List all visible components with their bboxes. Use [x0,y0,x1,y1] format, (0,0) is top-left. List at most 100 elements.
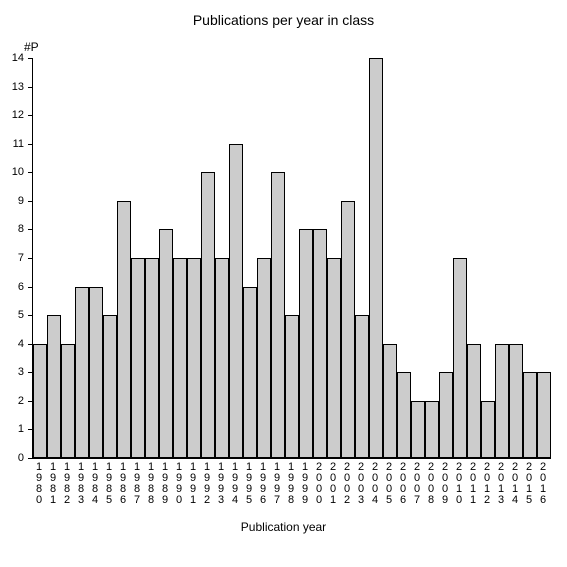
xtick-label: 1985 [102,462,116,506]
bar [383,344,397,458]
ytick-label: 12 [0,109,24,121]
ytick [28,258,32,259]
ytick-label: 11 [0,138,24,150]
xtick-label: 1988 [144,462,158,506]
chart-title: Publications per year in class [0,12,567,28]
ytick [28,315,32,316]
xtick-label: 2002 [340,462,354,506]
ytick [28,458,32,459]
bar [131,258,145,458]
bar [453,258,467,458]
bar [327,258,341,458]
x-axis-label: Publication year [0,520,567,534]
bar [411,401,425,458]
xtick-label: 1986 [116,462,130,506]
bar [369,58,383,458]
bar [89,287,103,458]
xtick-label: 1993 [214,462,228,506]
ytick [28,429,32,430]
bar [467,344,481,458]
xtick-label: 2010 [452,462,466,506]
ytick-label: 6 [0,281,24,293]
ytick-label: 4 [0,338,24,350]
bar [439,372,453,458]
ytick [28,229,32,230]
bar [187,258,201,458]
ytick-label: 13 [0,81,24,93]
ytick-label: 14 [0,52,24,64]
xtick-label: 2011 [466,462,480,506]
ytick-label: 1 [0,423,24,435]
ytick [28,58,32,59]
ytick [28,287,32,288]
ytick-label: 0 [0,452,24,464]
bar [271,172,285,458]
xtick-label: 1982 [60,462,74,506]
bar [299,229,313,458]
bar [355,315,369,458]
xtick-label: 1989 [158,462,172,506]
xtick-label: 1990 [172,462,186,506]
bar [509,344,523,458]
bar [47,315,61,458]
ytick-label: 2 [0,395,24,407]
bar [33,344,47,458]
ytick [28,144,32,145]
bar [75,287,89,458]
xtick-label: 1983 [74,462,88,506]
y-axis-label: #P [24,40,39,54]
xtick-label: 1999 [298,462,312,506]
ytick-label: 10 [0,166,24,178]
bar [117,201,131,458]
bar [425,401,439,458]
bar [523,372,537,458]
bar [159,229,173,458]
xtick-label: 2012 [480,462,494,506]
ytick [28,201,32,202]
ytick [28,372,32,373]
bar [103,315,117,458]
bar [397,372,411,458]
xtick-label: 1981 [46,462,60,506]
ytick [28,87,32,88]
bar [61,344,75,458]
xtick-label: 2006 [396,462,410,506]
bar [201,172,215,458]
xtick-label: 2009 [438,462,452,506]
xtick-label: 1994 [228,462,242,506]
bar [495,344,509,458]
xtick-label: 1992 [200,462,214,506]
xtick-label: 2000 [312,462,326,506]
ytick [28,172,32,173]
xtick-label: 1984 [88,462,102,506]
bar [229,144,243,458]
bar [341,201,355,458]
xtick-label: 2001 [326,462,340,506]
xtick-label: 1980 [32,462,46,506]
bar [537,372,551,458]
xtick-label: 1996 [256,462,270,506]
ytick-label: 5 [0,309,24,321]
xtick-label: 2004 [368,462,382,506]
bar [481,401,495,458]
xtick-label: 2003 [354,462,368,506]
bar [215,258,229,458]
ytick [28,115,32,116]
xtick-label: 1987 [130,462,144,506]
ytick-label: 3 [0,366,24,378]
chart-container: Publications per year in class #P Public… [0,0,567,567]
bar [313,229,327,458]
xtick-label: 2013 [494,462,508,506]
xtick-label: 2015 [522,462,536,506]
plot-area [32,58,551,459]
xtick-label: 2007 [410,462,424,506]
ytick-label: 8 [0,223,24,235]
xtick-label: 1997 [270,462,284,506]
xtick-label: 1991 [186,462,200,506]
xtick-label: 2016 [536,462,550,506]
ytick-label: 9 [0,195,24,207]
bar [243,287,257,458]
bar [285,315,299,458]
xtick-label: 1995 [242,462,256,506]
ytick [28,344,32,345]
